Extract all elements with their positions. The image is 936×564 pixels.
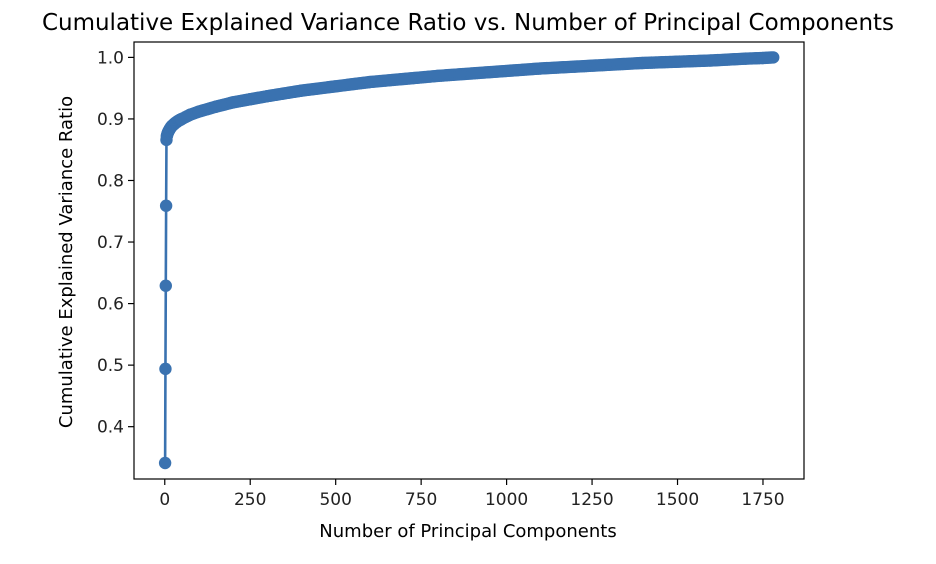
x-tick-label: 1000 — [485, 490, 528, 510]
y-axis-label: Cumulative Explained Variance Ratio — [56, 96, 77, 428]
series-line — [163, 56, 774, 464]
chart-title: Cumulative Explained Variance Ratio vs. … — [42, 10, 894, 36]
plot-area — [158, 51, 780, 470]
data-point — [159, 199, 173, 212]
x-axis-label: Number of Principal Components — [319, 521, 616, 542]
x-tick-label: 1250 — [570, 490, 613, 510]
data-point — [158, 456, 172, 470]
x-axis-ticks: 0 250 500 750 1000 1250 1500 1750 — [159, 479, 785, 510]
y-tick-label: 0.6 — [97, 295, 124, 315]
x-tick-label: 1750 — [741, 490, 784, 510]
x-tick-label: 0 — [159, 490, 170, 510]
axes-frame — [133, 41, 805, 480]
y-tick-label: 0.5 — [97, 356, 124, 376]
y-tick-label: 0.9 — [97, 110, 124, 130]
x-tick-label: 500 — [319, 490, 351, 510]
y-tick-label: 0.7 — [97, 233, 124, 253]
data-point — [159, 279, 172, 292]
data-point — [159, 362, 172, 376]
data-point — [767, 51, 780, 64]
x-tick-label: 250 — [234, 490, 266, 510]
x-tick-label: 1500 — [656, 490, 699, 510]
y-tick-label: 0.8 — [97, 171, 124, 191]
x-tick-label: 750 — [405, 490, 437, 510]
y-tick-label: 1.0 — [97, 48, 124, 68]
y-axis-ticks: 0.4 0.5 0.6 0.7 0.8 0.9 1.0 — [97, 48, 134, 438]
y-tick-label: 0.4 — [97, 418, 124, 438]
